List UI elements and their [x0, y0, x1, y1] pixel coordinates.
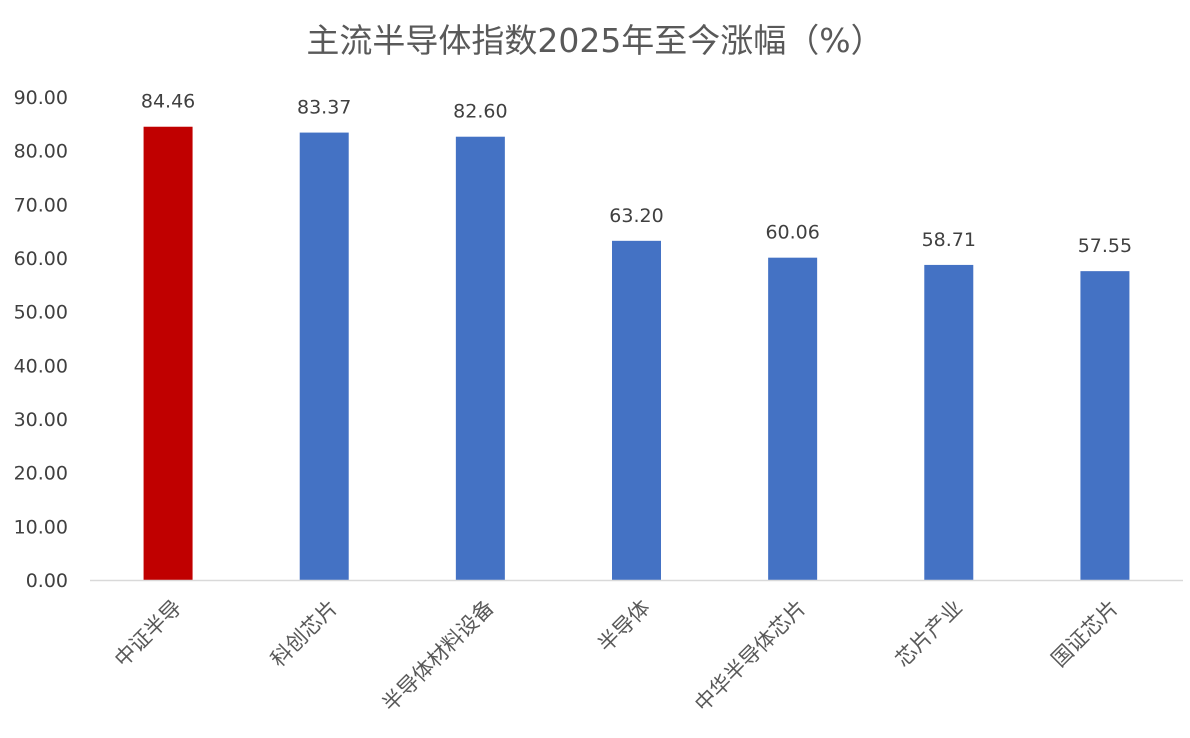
chart-title: 主流半导体指数2025年至今涨幅（%）: [306, 21, 884, 60]
bar: [143, 126, 193, 581]
data-label: 60.06: [765, 222, 819, 244]
data-label: 57.55: [1078, 235, 1132, 257]
data-label: 58.71: [922, 229, 976, 251]
y-tick-label: 60.00: [14, 248, 68, 270]
bar: [768, 257, 818, 580]
y-tick-label: 20.00: [14, 463, 68, 485]
y-tick-label: 50.00: [14, 302, 68, 324]
y-tick-label: 30.00: [14, 409, 68, 431]
y-tick-label: 0.00: [26, 570, 68, 592]
y-axis-tick-labels: 0.00 10.00 20.00 30.00 40.00 50.00 60.00 70.00 8…: [14, 87, 68, 592]
data-labels-group: 84.46 83.37 82.60 63.20 60.06 58.71 57.55: [141, 91, 1132, 257]
x-category-label: 半导体材料设备: [378, 595, 499, 716]
data-label: 63.20: [609, 205, 663, 227]
x-category-label: 半导体: [593, 595, 655, 657]
bar: [455, 136, 505, 581]
y-tick-label: 90.00: [14, 87, 68, 109]
x-category-label: 中华半导体芯片: [690, 595, 811, 716]
y-tick-label: 10.00: [14, 516, 68, 538]
bar: [612, 240, 661, 580]
x-category-label: 中证半导: [110, 595, 186, 671]
data-label: 83.37: [297, 97, 351, 119]
bar: [1080, 271, 1130, 580]
bar: [299, 132, 349, 580]
x-category-label: 国证芯片: [1047, 595, 1123, 671]
category-labels-group: 中证半导 科创芯片 半导体材料设备 半导体 中华半导体芯片 芯片产业 国证芯片: [110, 595, 1123, 716]
y-tick-label: 40.00: [14, 355, 68, 377]
data-label: 82.60: [453, 101, 507, 123]
data-label: 84.46: [141, 91, 195, 113]
bars-group: [143, 126, 1130, 581]
y-tick-label: 80.00: [14, 141, 68, 163]
bar: [924, 264, 974, 580]
y-tick-label: 70.00: [14, 194, 68, 216]
x-category-label: 芯片产业: [891, 595, 967, 671]
x-category-label: 科创芯片: [266, 595, 342, 671]
